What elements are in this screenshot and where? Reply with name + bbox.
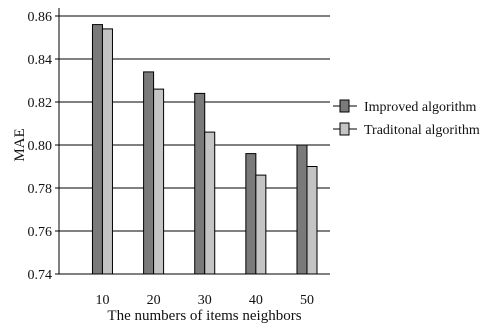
- y-tick-labels: 0.74 0.76 0.78 0.80 0.82 0.84 0.86: [28, 10, 53, 283]
- y-tick-label: 0.86: [28, 10, 53, 25]
- bar-traditional-20: [153, 88, 165, 275]
- bar-traditional-40: [255, 174, 267, 275]
- legend: Improved algorithm Traditonal algorithm: [333, 99, 480, 138]
- y-tick-label: 0.80: [28, 139, 53, 154]
- legend-swatch: [339, 99, 350, 113]
- y-tick-label: 0.76: [28, 225, 53, 240]
- y-tick-label: 0.74: [28, 268, 53, 283]
- bar-improved-50: [296, 144, 308, 275]
- x-tick-label: 30: [198, 293, 212, 308]
- legend-label: Improved algorithm: [364, 100, 476, 115]
- x-tick-label: 50: [300, 293, 314, 308]
- legend-swatch: [339, 122, 350, 136]
- legend-label: Traditonal algorithm: [364, 123, 480, 138]
- x-tick-label: 20: [147, 293, 161, 308]
- bars: [91, 24, 318, 275]
- bar-traditional-10: [101, 28, 113, 275]
- axes: [55, 8, 330, 275]
- y-tick-label: 0.84: [28, 53, 53, 68]
- bar-traditional-30: [204, 131, 216, 275]
- bar-improved-10: [91, 24, 103, 275]
- y-axis-title: MAE: [12, 128, 28, 161]
- x-axis-title: The numbers of items neighbors: [107, 308, 301, 324]
- bar-improved-20: [143, 71, 155, 275]
- y-tick-label: 0.82: [28, 96, 53, 111]
- x-tick-label: 10: [95, 293, 109, 308]
- bar-improved-30: [194, 92, 206, 275]
- bar-improved-40: [245, 153, 257, 275]
- y-tick-label: 0.78: [28, 182, 53, 197]
- x-tick-labels: 10 20 30 40 50: [95, 293, 314, 308]
- bar-traditional-50: [306, 166, 318, 275]
- x-tick-label: 40: [249, 293, 263, 308]
